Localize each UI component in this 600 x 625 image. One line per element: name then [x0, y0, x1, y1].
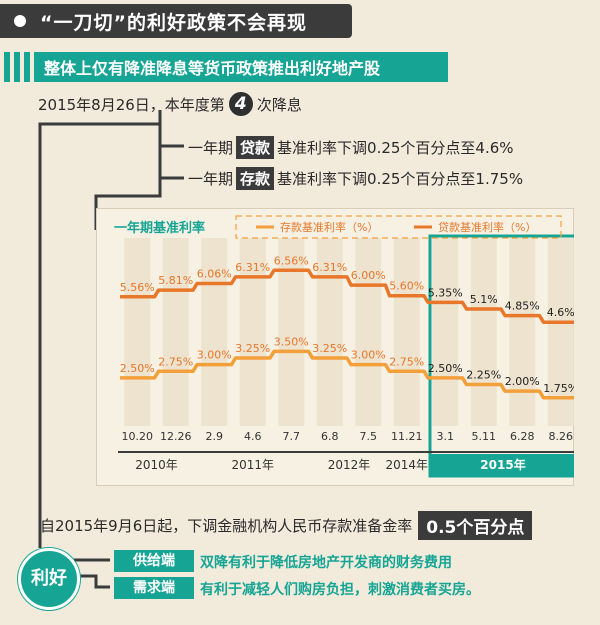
rate-change-text: 基准利率下调0.25个百分点至1.75%	[277, 170, 524, 188]
rate-change-prefix: 一年期	[188, 139, 234, 157]
year-label: 2014年	[385, 458, 428, 472]
x-tick-label: 6.8	[321, 430, 339, 443]
data-label: 3.00%	[351, 349, 386, 362]
x-tick-label: 11.21	[391, 430, 423, 443]
legend-frame	[235, 215, 562, 239]
data-label: 6.56%	[274, 254, 309, 267]
data-label: 6.31%	[235, 261, 270, 274]
year-highlight-fill	[430, 454, 574, 476]
column-band	[509, 238, 536, 426]
deposit-rate-change: 一年期 存款 基准利率下调0.25个百分点至1.75%	[188, 167, 523, 190]
loan-rate-change: 一年期 贷款 基准利率下调0.25个百分点至4.6%	[188, 136, 514, 159]
demand-side-text: 有利于减轻人们购房负担，刺激消费者买房。	[200, 582, 480, 598]
column-band	[201, 238, 228, 426]
data-label: 4.85%	[505, 300, 540, 313]
benefit-badge: 利好	[18, 548, 80, 610]
x-tick-label: 3.1	[437, 430, 455, 443]
page-subtitle: 整体上仅有降准降息等货币政策推出利好地产股	[44, 59, 381, 78]
rate-chart: 2.50%2.75%3.00%3.25%3.50%3.25%3.00%2.75%…	[114, 215, 574, 478]
cut-count-badge: 4	[228, 92, 253, 116]
x-tick-label: 6.28	[510, 430, 535, 443]
announcement-prefix: 2015年8月26日，本年度第	[38, 95, 225, 114]
data-label: 2.25%	[466, 369, 501, 382]
page-title: “一刀切”的利好政策不会再现	[40, 11, 307, 34]
column-band	[239, 238, 266, 426]
data-label: 6.06%	[197, 268, 232, 281]
data-label: 3.50%	[274, 335, 309, 348]
data-label: 4.6%	[547, 306, 574, 319]
column-band	[470, 238, 497, 426]
data-label: 6.00%	[351, 269, 386, 282]
rrr-value: 0.5个百分点	[418, 511, 533, 540]
column-band	[432, 238, 459, 426]
data-label: 2.50%	[428, 362, 463, 375]
data-label: 3.25%	[312, 342, 347, 355]
x-tick-label: 2.9	[206, 430, 224, 443]
x-tick-label: 12.26	[160, 430, 192, 443]
announcement-suffix: 次降息	[256, 95, 302, 114]
year-label: 2010年	[135, 458, 178, 472]
data-label: 6.31%	[312, 261, 347, 274]
title-bar: “一刀切”的利好政策不会再现	[0, 4, 352, 38]
year-label: 2011年	[231, 458, 274, 472]
data-label: 2.75%	[158, 355, 193, 368]
stripe-decoration	[4, 52, 10, 82]
supply-side-tag: 供给端	[114, 550, 194, 572]
data-label: 2.00%	[505, 375, 540, 388]
data-label: 5.1%	[470, 293, 498, 306]
data-label: 5.56%	[120, 281, 155, 294]
loan-tag: 贷款	[236, 136, 275, 159]
demand-side-tag: 需求端	[114, 577, 194, 599]
chart-title: 一年期基准利率	[114, 220, 205, 236]
deposit-rate-line	[120, 349, 574, 400]
column-band	[393, 238, 420, 426]
data-label: 1.75%	[543, 382, 574, 395]
bullet-icon	[14, 15, 26, 27]
stripe-decoration	[24, 52, 30, 82]
data-label: 3.25%	[235, 342, 270, 355]
rrr-text: 自2015年9月6日起，下调金融机构人民币存款准备金率	[40, 517, 413, 535]
year-label: 2015年	[480, 457, 525, 472]
rate-change-prefix: 一年期	[188, 170, 234, 188]
column-band	[124, 238, 151, 426]
data-label: 5.60%	[389, 280, 424, 293]
column-band	[316, 238, 343, 426]
column-band	[547, 238, 574, 426]
deposit-tag: 存款	[236, 167, 275, 190]
rate-change-text: 基准利率下调0.25个百分点至4.6%	[277, 139, 514, 157]
x-tick-label: 7.5	[360, 430, 378, 443]
rrr-cut-line: 自2015年9月6日起，下调金融机构人民币存款准备金率 0.5个百分点	[40, 511, 533, 540]
x-tick-label: 7.7	[283, 430, 301, 443]
stripe-decoration	[14, 52, 20, 82]
year-label: 2012年	[328, 458, 371, 472]
data-label: 5.81%	[158, 274, 193, 287]
loan-rate-line	[120, 268, 574, 324]
data-label: 3.00%	[197, 349, 232, 362]
legend-loan-label: 贷款基准利率（%）	[438, 220, 536, 234]
data-label: 5.35%	[428, 286, 463, 299]
x-tick-label: 10.20	[122, 430, 154, 443]
data-label: 2.75%	[389, 355, 424, 368]
x-tick-label: 4.6	[244, 430, 262, 443]
x-tick-label: 8.26	[549, 430, 574, 443]
column-band	[162, 238, 189, 426]
legend-deposit-label: 存款基准利率（%）	[280, 220, 378, 234]
data-label: 2.50%	[120, 362, 155, 375]
supply-side-text: 双降有利于降低房地产开发商的财务费用	[200, 555, 452, 571]
subtitle-bar: 整体上仅有降准降息等货币政策推出利好地产股	[34, 52, 448, 82]
rate-cut-announcement: 2015年8月26日，本年度第 4 次降息	[38, 92, 302, 116]
column-band	[355, 238, 382, 426]
x-tick-label: 5.11	[472, 430, 497, 443]
